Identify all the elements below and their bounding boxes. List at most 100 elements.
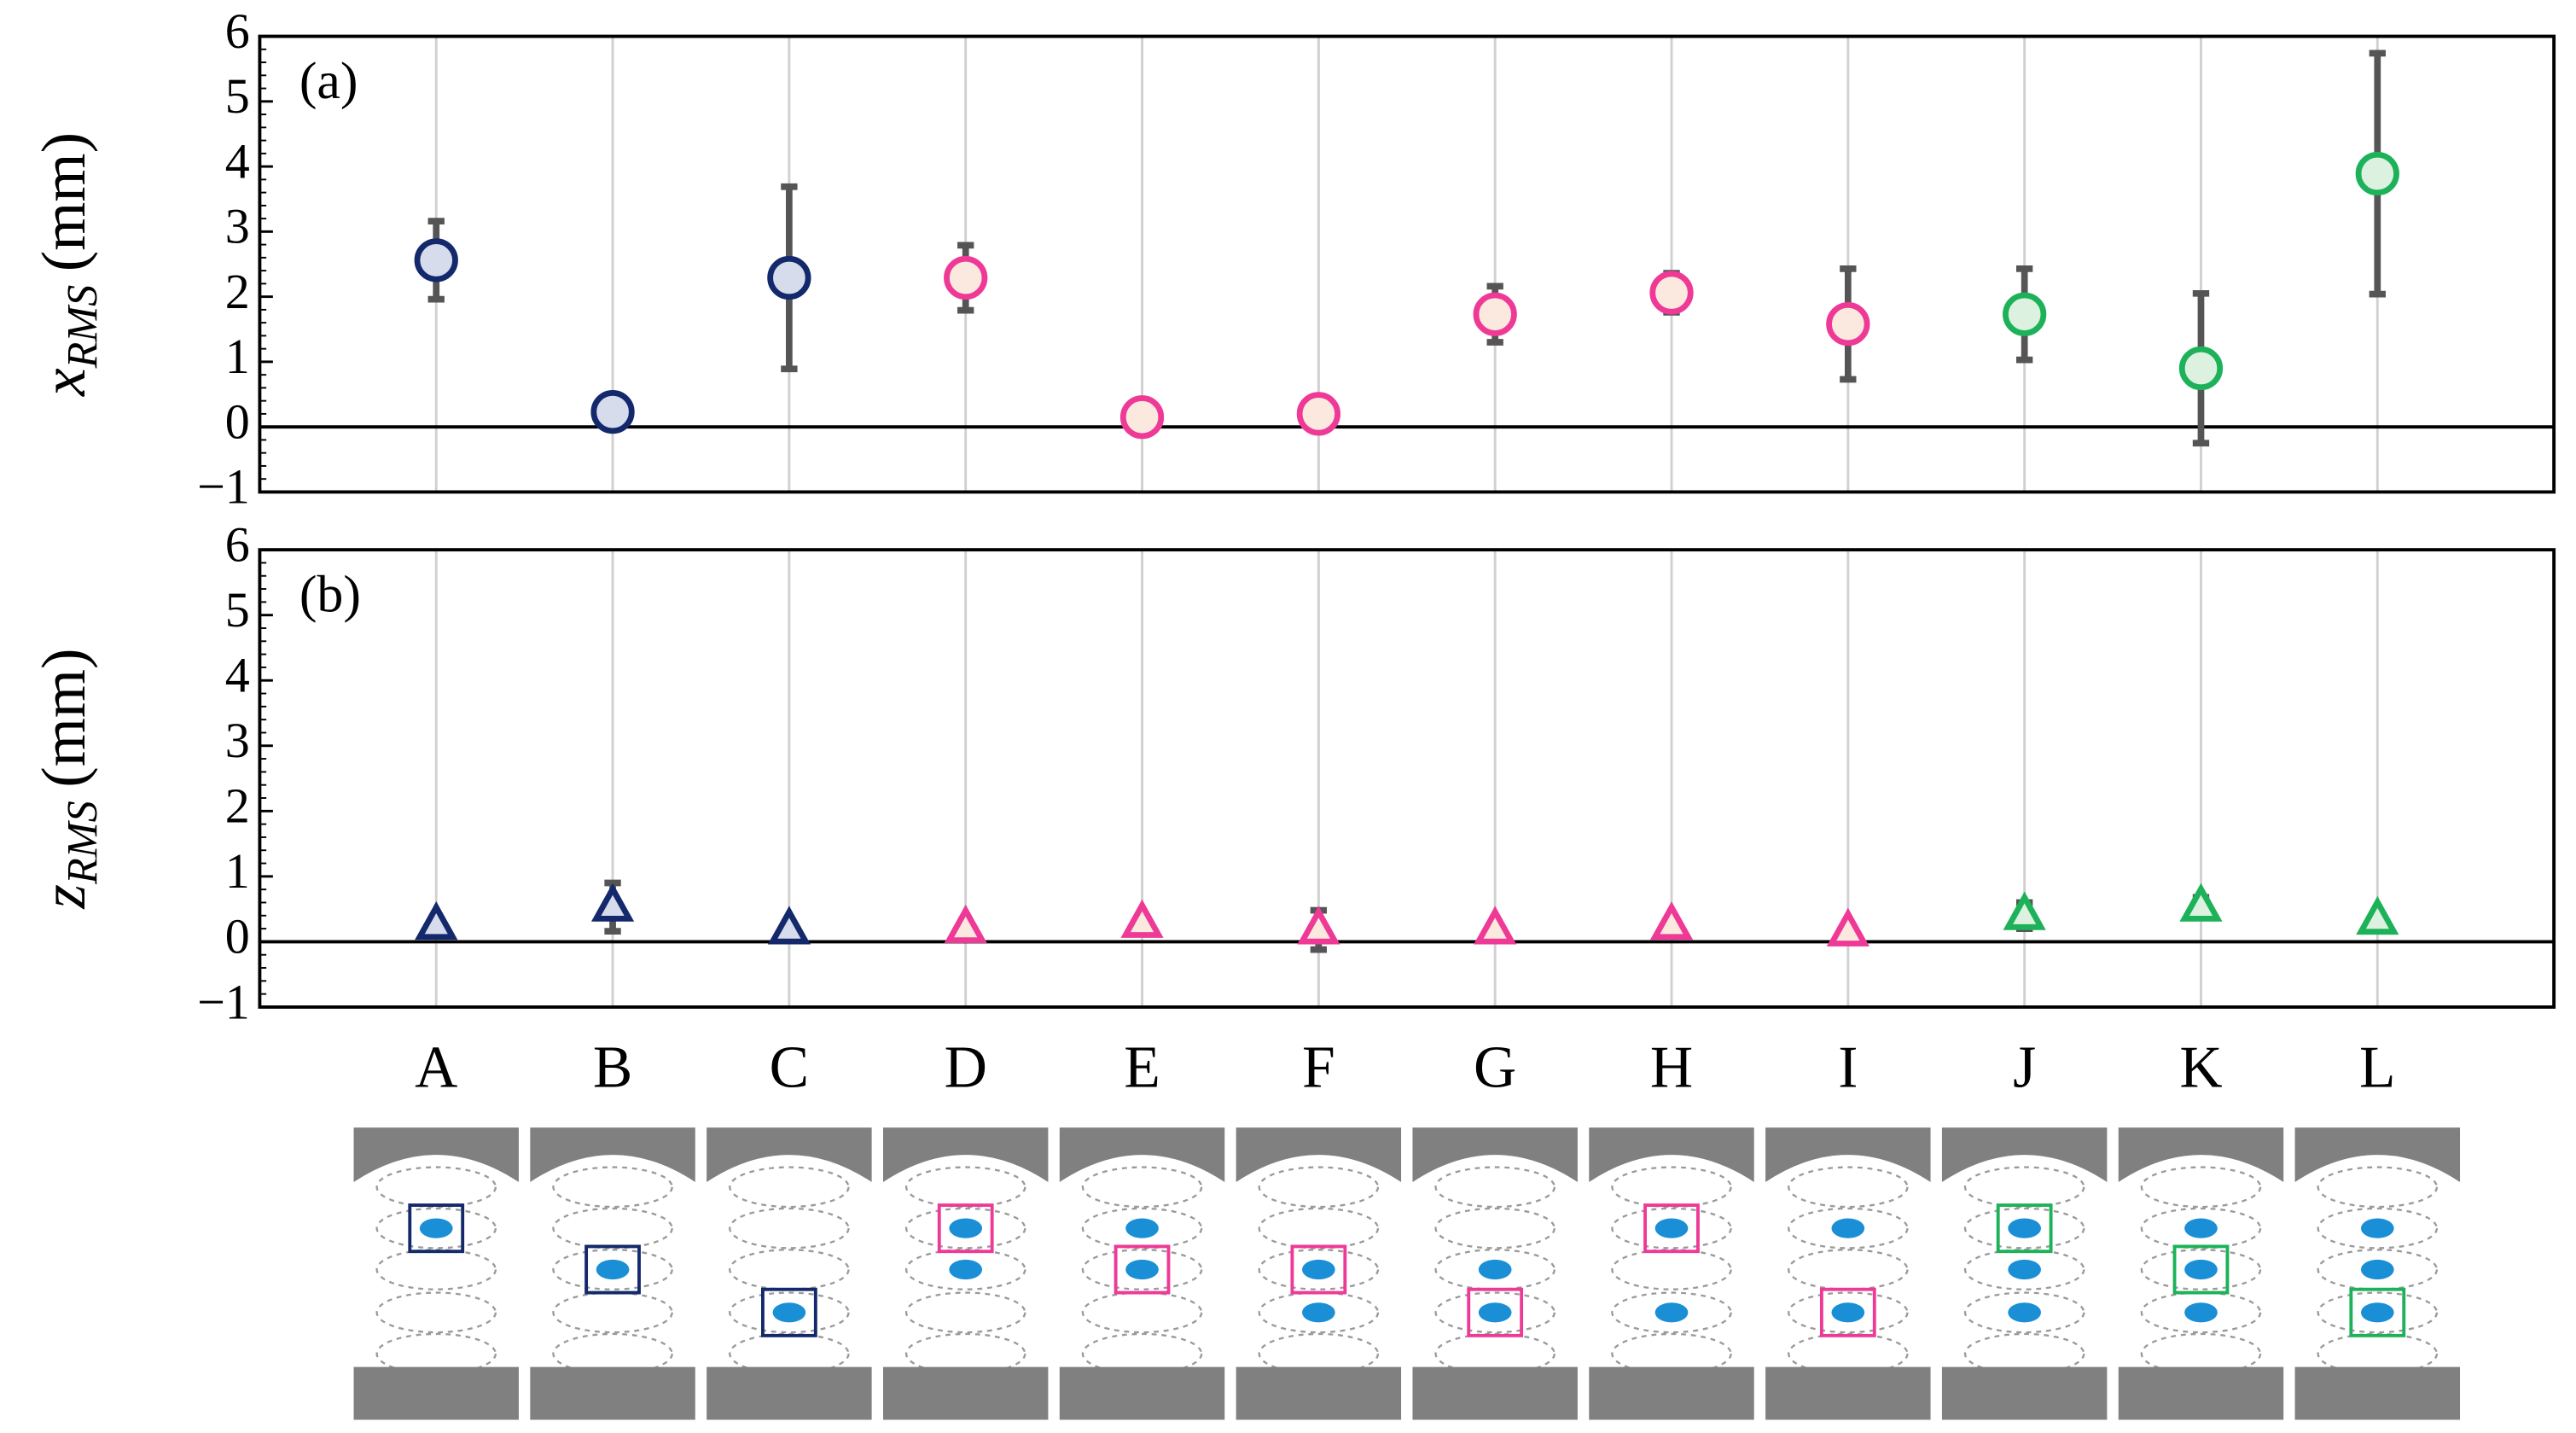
ion (2360, 1259, 2394, 1280)
ion (949, 1218, 983, 1238)
selected-ion-box (2349, 1287, 2406, 1337)
trap-well (1963, 1332, 2085, 1375)
top-electrode (1941, 1127, 2108, 1182)
selected-ion-box (761, 1287, 817, 1337)
data-point (2179, 883, 2223, 922)
ion (2184, 1218, 2218, 1238)
trap-well (2140, 1249, 2262, 1290)
y-tick-label: 5 (225, 68, 250, 124)
data-point (944, 904, 987, 944)
data-point (767, 906, 811, 945)
bottom-electrode (1412, 1366, 1578, 1420)
ion (2360, 1302, 2394, 1323)
trap-well (2317, 1249, 2439, 1290)
y-tick-label: 3 (225, 713, 250, 768)
ion (1654, 1302, 1689, 1323)
trap-well (1611, 1249, 1732, 1290)
trap-well (729, 1207, 850, 1250)
trap-well (1434, 1166, 1555, 1209)
trap-well (1611, 1291, 1732, 1334)
trap-schematic (1236, 1127, 1402, 1420)
trap-well (1963, 1207, 2085, 1250)
trap-schematic (353, 1127, 519, 1420)
data-point (1297, 906, 1340, 945)
y-tick-label: −1 (197, 459, 250, 515)
ion (1831, 1302, 1865, 1323)
trap-well (729, 1291, 850, 1334)
panel-label: (b) (299, 565, 361, 623)
trap-well (1611, 1207, 1732, 1250)
ion (2008, 1218, 2042, 1238)
data-point (2355, 151, 2399, 196)
trap-schematic (530, 1127, 695, 1420)
trap-schematic (2118, 1127, 2284, 1420)
x-tick-label: L (2359, 1034, 2396, 1100)
trap-well (904, 1332, 1026, 1375)
selected-ion-box (1467, 1287, 1524, 1337)
trap-well (1788, 1291, 1909, 1334)
y-tick-label: 3 (225, 199, 250, 254)
trap-well (552, 1166, 673, 1209)
y-label-symbol: x (29, 368, 98, 397)
trap-well (1258, 1332, 1380, 1375)
trap-schematic (1059, 1127, 1225, 1420)
top-electrode (353, 1127, 519, 1182)
ion (1302, 1259, 1335, 1280)
trap-well (2140, 1207, 2262, 1250)
plot-frame (258, 34, 2556, 494)
data-point (414, 238, 458, 283)
bottom-electrode (1941, 1366, 2108, 1420)
data-point (590, 389, 635, 434)
x-tick-label: H (1650, 1034, 1693, 1100)
selected-ion-box (408, 1203, 465, 1254)
top-electrode (1236, 1127, 1402, 1182)
selected-ion-box (2172, 1244, 2230, 1295)
x-tick-label: D (945, 1034, 987, 1100)
ion (1125, 1218, 1159, 1238)
bottom-electrode (882, 1366, 1049, 1420)
trap-well (1788, 1249, 1909, 1290)
trap-well (1081, 1207, 1203, 1250)
trap-schematic (1765, 1127, 1931, 1420)
data-point (2003, 891, 2046, 930)
y-label-symbol: z (29, 884, 98, 910)
y-tick-label: 6 (225, 516, 250, 572)
top-electrode (1059, 1127, 1225, 1182)
ion (1125, 1259, 1159, 1280)
ion (2184, 1259, 2218, 1280)
data-point (2178, 346, 2224, 391)
bottom-electrode (707, 1366, 872, 1420)
trap-well (552, 1207, 673, 1250)
y-tick-label: 4 (225, 133, 250, 189)
trap-well (904, 1166, 1026, 1209)
data-point (1649, 271, 1694, 315)
top-electrode (1765, 1127, 1931, 1182)
data-point (767, 255, 811, 300)
trap-schematic (882, 1127, 1049, 1420)
data-point (2356, 895, 2399, 935)
data-point (1474, 906, 1517, 945)
x-tick-label: J (2013, 1034, 2036, 1100)
y-tick-label: 6 (225, 3, 250, 59)
trap-well (1081, 1291, 1203, 1334)
trap-schematic (1412, 1127, 1578, 1420)
trap-well (1788, 1166, 1909, 1209)
top-electrode (1589, 1127, 1754, 1182)
y-tick-label: 1 (225, 843, 250, 899)
y-tick-label: 2 (225, 778, 250, 834)
y-axis-label: zRMS (mm) (29, 648, 106, 909)
y-tick-label: 0 (225, 909, 250, 964)
trap-well (1963, 1291, 2085, 1334)
data-point (1473, 292, 1517, 336)
data-point (1120, 899, 1164, 938)
top-electrode (707, 1127, 872, 1182)
data-point (2003, 292, 2047, 336)
trap-well (1611, 1166, 1732, 1209)
selected-ion-box (1114, 1244, 1171, 1295)
ion (2360, 1218, 2394, 1238)
trap-well (552, 1332, 673, 1375)
trap-well (2317, 1291, 2439, 1334)
trap-well (1611, 1332, 1732, 1375)
trap-well (1788, 1207, 1909, 1250)
trap-well (1434, 1207, 1555, 1250)
